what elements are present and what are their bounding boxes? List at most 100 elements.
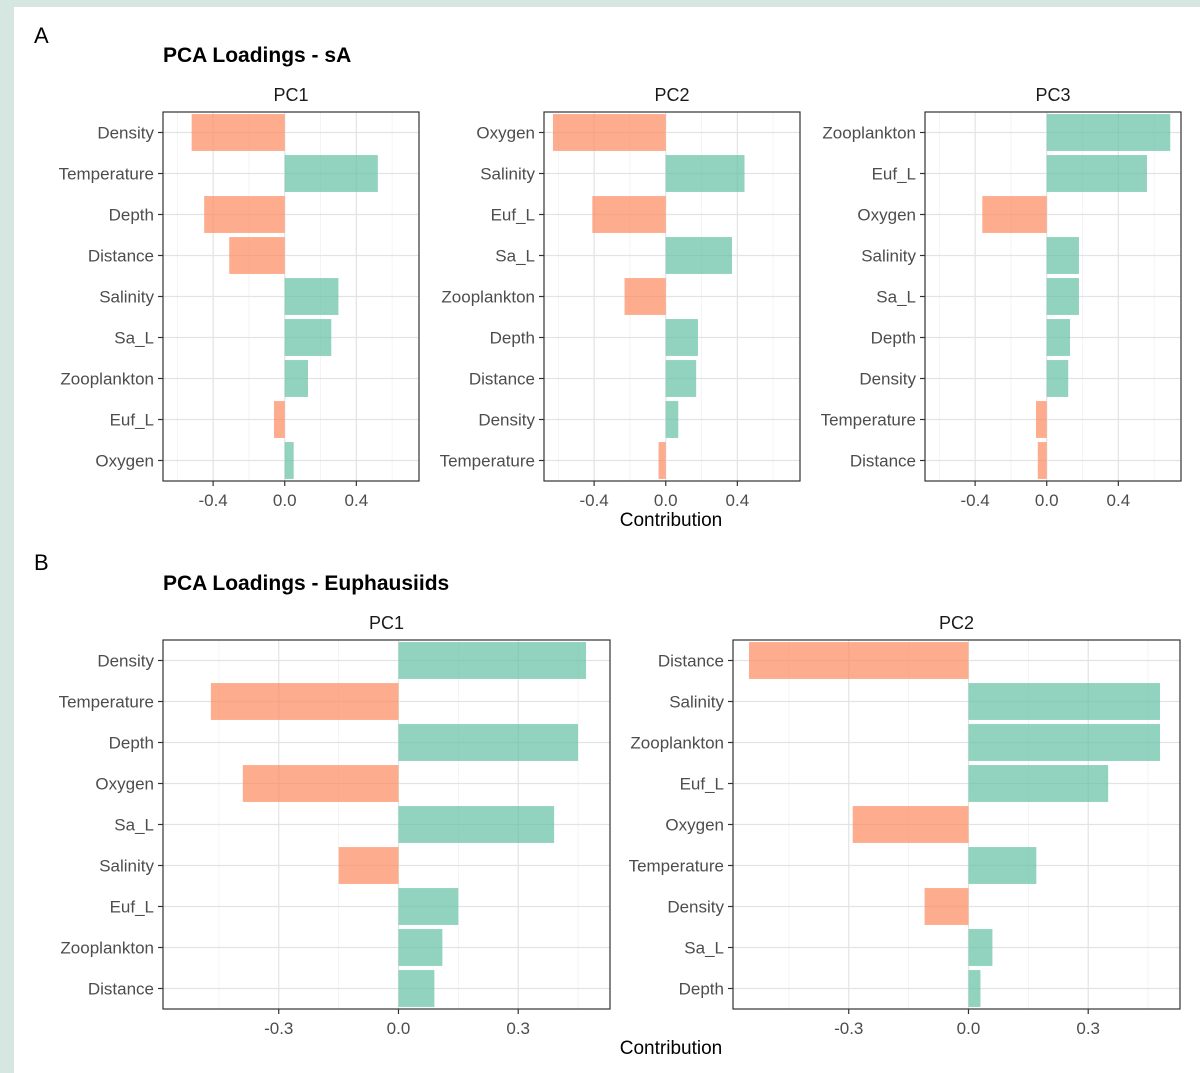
bar-oxygen bbox=[284, 442, 294, 479]
bar-depth bbox=[1046, 319, 1071, 356]
x-tick-label: 0.0 bbox=[273, 491, 297, 510]
bar-distance bbox=[229, 237, 285, 274]
y-tick-label: Distance bbox=[88, 980, 154, 999]
panel-letter-a: A bbox=[34, 23, 49, 48]
y-tick-label: Zooplankton bbox=[60, 370, 154, 389]
facet-pc2-b: PC2 Distance Salinity Zooplankton Euf_L Oxyge… bbox=[629, 613, 1181, 1038]
bar-sa-l bbox=[398, 806, 555, 843]
x-tick-label: 0.3 bbox=[1076, 1019, 1100, 1038]
y-tick-label: Density bbox=[859, 370, 916, 389]
bar-density bbox=[924, 888, 969, 925]
bar-temperature bbox=[1035, 401, 1047, 438]
y-tick-label: Distance bbox=[88, 247, 154, 266]
pca-loadings-figure: A PCA Loadings - sA Contribution B PCA L… bbox=[34, 23, 1182, 1059]
y-tick-label: Depth bbox=[490, 329, 535, 348]
y-tick-label: Sa_L bbox=[114, 816, 154, 835]
y-tick-label: Depth bbox=[871, 329, 916, 348]
y-tick-label: Zooplankton bbox=[822, 124, 916, 143]
x-tick-label: 0.0 bbox=[654, 491, 678, 510]
facet-strip-label: PC3 bbox=[1035, 85, 1070, 105]
y-tick-label: Density bbox=[667, 898, 724, 917]
y-tick-label: Euf_L bbox=[680, 775, 724, 794]
bar-salinity bbox=[665, 155, 745, 192]
bar-oxygen bbox=[242, 765, 399, 802]
x-axis-title-b: Contribution bbox=[620, 1038, 722, 1059]
bar-temperature bbox=[658, 442, 666, 479]
y-tick-label: Sa_L bbox=[684, 939, 724, 958]
y-tick-label: Oxygen bbox=[857, 206, 916, 225]
bar-zooplankton bbox=[624, 278, 666, 315]
y-tick-label: Salinity bbox=[480, 165, 535, 184]
y-tick-label: Distance bbox=[850, 452, 916, 471]
y-tick-label: Euf_L bbox=[872, 165, 916, 184]
bar-salinity bbox=[284, 278, 339, 315]
y-tick-label: Oxygen bbox=[95, 775, 154, 794]
bar-depth bbox=[968, 970, 981, 1007]
x-tick-label: 0.4 bbox=[726, 491, 750, 510]
y-tick-label: Sa_L bbox=[114, 329, 154, 348]
facet-pc2-a: PC2 Oxygen Salinity Euf_L Sa_L Zooplankton Dep… bbox=[440, 85, 801, 510]
y-tick-label: Density bbox=[478, 411, 535, 430]
y-tick-label: Zooplankton bbox=[441, 288, 535, 307]
bar-salinity bbox=[968, 683, 1161, 720]
facet-strip-label: PC1 bbox=[369, 613, 404, 633]
x-tick-label: 0.4 bbox=[1107, 491, 1131, 510]
y-tick-label: Temperature bbox=[59, 165, 154, 184]
x-tick-label: 0.0 bbox=[957, 1019, 981, 1038]
bar-euf-l bbox=[273, 401, 285, 438]
y-tick-label: Temperature bbox=[440, 452, 535, 471]
facet-pc1-b: PC1 Density Temperature Depth Oxygen Sa_L Sali… bbox=[59, 613, 611, 1038]
bar-density bbox=[398, 642, 587, 679]
x-tick-label: -0.4 bbox=[579, 491, 608, 510]
x-axis-title-a: Contribution bbox=[620, 510, 722, 531]
bar-zooplankton bbox=[284, 360, 309, 397]
bar-temperature bbox=[284, 155, 378, 192]
bar-zooplankton bbox=[968, 724, 1161, 761]
bar-euf-l bbox=[1046, 155, 1147, 192]
bar-distance bbox=[1037, 442, 1047, 479]
facet-strip-label: PC2 bbox=[939, 613, 974, 633]
bar-sa-l bbox=[1046, 278, 1079, 315]
x-tick-label: 0.3 bbox=[506, 1019, 530, 1038]
x-tick-label: -0.4 bbox=[960, 491, 989, 510]
x-tick-label: 0.0 bbox=[1035, 491, 1059, 510]
y-tick-label: Salinity bbox=[99, 857, 154, 876]
y-tick-label: Density bbox=[97, 652, 154, 671]
facet-strip-label: PC2 bbox=[654, 85, 689, 105]
y-tick-label: Depth bbox=[109, 734, 154, 753]
facet-panels: PC1 Density Temperature Depth Distance Salini… bbox=[59, 85, 1182, 1038]
bar-depth bbox=[665, 319, 698, 356]
y-tick-label: Sa_L bbox=[495, 247, 535, 266]
figure: A PCA Loadings - sA Contribution B PCA L… bbox=[14, 7, 1200, 1073]
bar-depth bbox=[398, 724, 579, 761]
y-tick-label: Zooplankton bbox=[630, 734, 724, 753]
bar-sa-l bbox=[284, 319, 332, 356]
bar-euf-l bbox=[398, 888, 459, 925]
y-tick-label: Temperature bbox=[821, 411, 916, 430]
bar-oxygen bbox=[852, 806, 969, 843]
y-tick-label: Depth bbox=[109, 206, 154, 225]
bar-salinity bbox=[1046, 237, 1079, 274]
bar-sa-l bbox=[665, 237, 732, 274]
x-tick-label: -0.4 bbox=[198, 491, 227, 510]
section-title-a: PCA Loadings - sA bbox=[163, 44, 351, 67]
bar-zooplankton bbox=[1046, 114, 1171, 151]
y-tick-label: Oxygen bbox=[95, 452, 154, 471]
bar-density bbox=[191, 114, 285, 151]
y-tick-label: Euf_L bbox=[110, 898, 154, 917]
bar-density bbox=[1046, 360, 1069, 397]
y-tick-label: Salinity bbox=[99, 288, 154, 307]
x-tick-label: 0.0 bbox=[387, 1019, 411, 1038]
y-tick-label: Oxygen bbox=[476, 124, 535, 143]
y-tick-label: Euf_L bbox=[110, 411, 154, 430]
bar-sa-l bbox=[968, 929, 993, 966]
y-tick-label: Distance bbox=[658, 652, 724, 671]
bar-temperature bbox=[968, 847, 1037, 884]
y-tick-label: Salinity bbox=[669, 693, 724, 712]
y-tick-label: Zooplankton bbox=[60, 939, 154, 958]
bar-zooplankton bbox=[398, 929, 443, 966]
y-tick-label: Density bbox=[97, 124, 154, 143]
x-tick-label: -0.3 bbox=[834, 1019, 863, 1038]
bar-oxygen bbox=[982, 196, 1047, 233]
bar-euf-l bbox=[968, 765, 1109, 802]
